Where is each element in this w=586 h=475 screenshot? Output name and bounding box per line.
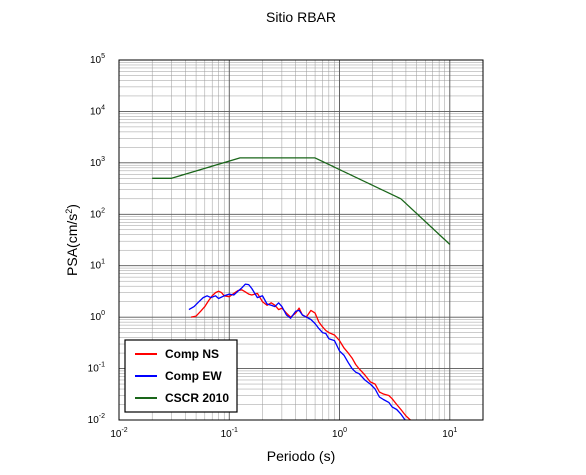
y-tick-exponent: 3 [101,156,105,163]
y-tick-base: 10 [90,209,102,220]
y-tick-base: 10 [88,415,100,426]
series-layer [152,157,451,420]
plot-frame [118,59,484,421]
y-axis-label-sup: 2 [64,209,74,214]
y-tick-exponent: -1 [99,362,105,369]
x-tick-label: 100 [332,427,347,440]
y-tick-exponent: -2 [99,413,105,420]
y-tick-exponent: 0 [101,310,105,317]
series-line-cscr-2010 [152,157,451,245]
x-tick-exponent: 1 [453,427,457,434]
y-tick-exponent: 1 [101,259,105,266]
legend-label-ns: Comp NS [165,347,219,361]
x-tick-exponent: 0 [343,427,347,434]
y-tick-base: 10 [90,158,102,169]
chart-title: Sitio RBAR [266,9,336,25]
y-tick-label: 103 [90,156,105,169]
y-tick-label: 10-1 [88,362,105,375]
legend: Comp NS Comp EW CSCR 2010 [124,339,238,413]
x-tick-labels: 10-2 10-1 100 101 [110,427,457,440]
y-tick-label: 105 [90,53,105,66]
x-axis-label: Periodo (s) [267,448,335,464]
y-tick-label: 10-2 [88,413,105,426]
y-tick-label: 102 [90,207,105,220]
x-tick-base: 10 [110,429,122,440]
y-tick-exponent: 5 [101,53,105,60]
x-tick-exponent: -1 [232,427,238,434]
y-tick-exponent: 4 [101,104,105,111]
y-tick-base: 10 [90,312,102,323]
x-tick-base: 10 [221,429,233,440]
y-axis-label-close: ) [64,204,80,209]
legend-label-ew: Comp EW [165,369,222,383]
legend-label-cscr: CSCR 2010 [165,391,229,405]
minor-grid [119,60,484,420]
x-tick-label: 101 [442,427,457,440]
y-tick-label: 100 [90,310,105,323]
y-tick-exponent: 2 [101,207,105,214]
y-tick-label: 101 [90,259,105,272]
y-axis-label: PSA(cm/s2) [64,204,80,276]
series-line-comp-ew [188,283,406,420]
y-tick-base: 10 [90,261,102,272]
x-tick-base: 10 [442,429,454,440]
x-tick-exponent: -2 [121,427,127,434]
y-tick-base: 10 [90,55,102,66]
x-tick-label: 10-2 [110,427,127,440]
y-tick-base: 10 [88,364,100,375]
x-tick-label: 10-1 [221,427,238,440]
y-tick-base: 10 [90,106,102,117]
y-axis-label-main: PSA(cm/s [64,214,80,276]
x-tick-base: 10 [332,429,344,440]
y-tick-label: 104 [90,104,105,117]
